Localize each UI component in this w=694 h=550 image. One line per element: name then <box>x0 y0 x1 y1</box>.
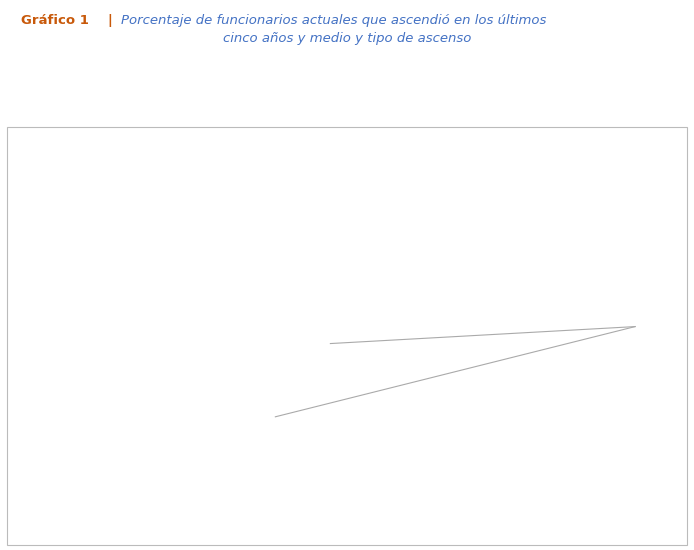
Wedge shape <box>400 172 641 411</box>
Wedge shape <box>180 297 323 417</box>
Text: 9,7%: 9,7% <box>253 317 288 331</box>
Wedge shape <box>31 147 330 447</box>
Text: cinco años y medio y tipo de ascenso: cinco años y medio y tipo de ascenso <box>223 32 471 45</box>
Text: No ascendieron: No ascendieron <box>61 438 139 448</box>
Text: Porcentaje de funcionarios actuales que ascendió en los últimos: Porcentaje de funcionarios actuales que … <box>121 14 547 27</box>
FancyBboxPatch shape <box>7 126 687 544</box>
Text: Ascenso a mayor grado en un escalafón de menor calificación o dentro del mismo e: Ascenso a mayor grado en un escalafón de… <box>61 504 532 515</box>
Text: Ascenso con cambio de escalafón y/o grado con mayor calificación: Ascenso con cambio de escalafón y/o grad… <box>61 471 396 482</box>
Text: 9,4%: 9,4% <box>468 275 506 289</box>
Text: 0,3%: 0,3% <box>645 291 679 304</box>
Text: Gráfico 1: Gráfico 1 <box>21 14 89 27</box>
Text: 90,3%: 90,3% <box>63 283 112 296</box>
Wedge shape <box>520 292 640 327</box>
Text: un grado menor: un grado menor <box>61 520 142 530</box>
Text: |: | <box>108 14 112 27</box>
